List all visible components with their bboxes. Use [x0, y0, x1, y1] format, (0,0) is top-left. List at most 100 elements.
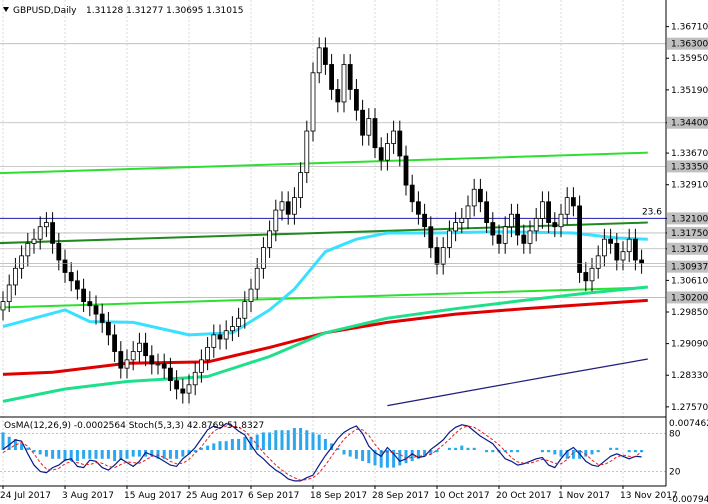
candle-body [205, 346, 211, 361]
price-level-label: 1.33350 [671, 162, 708, 172]
symbol-label: GBPUSD,Daily [13, 6, 77, 16]
candle-body [502, 226, 508, 244]
candle-body [75, 280, 80, 290]
time-tick-label: 28 Sep 2017 [372, 491, 429, 501]
candle-body [161, 363, 167, 369]
candle-body [81, 288, 86, 302]
candle-body [360, 109, 366, 136]
candle-body [378, 147, 384, 161]
candle-body [211, 334, 217, 348]
candle-body [477, 188, 483, 203]
candle-body [602, 238, 607, 257]
price-level-label: 1.36300 [671, 40, 708, 50]
candle-body [577, 205, 582, 273]
candle-body [37, 226, 43, 240]
ohlc-values: 1.31128 1.31277 1.30695 1.31015 [86, 6, 243, 16]
indicator-plot [0, 422, 666, 482]
candle-body [316, 47, 322, 74]
candle-body [130, 351, 136, 361]
candle-body [626, 238, 632, 253]
candle-body [595, 255, 601, 269]
price-level-box [667, 242, 708, 255]
candle-body [12, 267, 18, 286]
candle-body [310, 72, 316, 132]
candle-body [558, 213, 564, 228]
price-tick-label: 1.32910 [671, 181, 708, 191]
candle-body [93, 305, 99, 315]
price-tick-label: 1.36710 [671, 23, 708, 33]
candle-body [19, 255, 25, 269]
price-tick-label: 1.30610 [671, 276, 708, 286]
candle-body [403, 155, 409, 186]
candle-body [236, 317, 242, 327]
trend-line [0, 286, 648, 309]
time-tick-label: 25 Aug 2017 [186, 491, 244, 501]
candle-body [546, 201, 551, 223]
candle-body [508, 213, 514, 228]
candle-body [440, 247, 446, 265]
candle-body [540, 201, 545, 219]
candle-body [44, 222, 49, 228]
candle-body [118, 351, 124, 369]
price-tick-label: 1.35950 [671, 54, 708, 64]
candle-body [298, 172, 304, 198]
candle-body [347, 64, 353, 90]
time-tick-label: 3 Aug 2017 [62, 491, 114, 501]
candle-body [254, 267, 260, 290]
indicator-tick-label: 0.0074625 [669, 419, 708, 429]
candle-body [521, 234, 527, 244]
candle-body [143, 342, 149, 357]
candle-body [428, 226, 434, 248]
indicator-tick-label: 80 [669, 430, 681, 440]
indicator-title: OsMA(12,26,9) -0.0002564 Stoch(5,3,3) 42… [4, 421, 264, 431]
candle-body [68, 272, 74, 282]
price-tick-label: 1.27570 [671, 403, 708, 413]
indicator-tick-label: -0.0079488 [669, 495, 708, 504]
candle-body [31, 238, 37, 244]
candle-body [99, 313, 105, 323]
candle-body [471, 188, 477, 207]
candle-body [322, 47, 328, 65]
candle-body [167, 367, 173, 382]
candle-body [397, 130, 403, 157]
candle-body [106, 321, 111, 336]
candle-body [465, 205, 471, 219]
price-level-box [667, 160, 708, 173]
candle-body [0, 301, 6, 311]
candle-body [273, 209, 279, 232]
time-tick-label: 15 Aug 2017 [124, 491, 182, 501]
candle-body [149, 355, 155, 365]
dropdown-triangle-icon[interactable] [3, 7, 9, 12]
price-level-label: 1.30937 [671, 263, 708, 273]
candle-body [217, 334, 223, 340]
time-tick-label: 24 Jul 2017 [0, 491, 51, 501]
candle-body [112, 334, 117, 352]
candle-body [527, 230, 533, 244]
candle-body [124, 359, 130, 369]
price-tick-label: 1.33670 [671, 149, 708, 159]
price-tick-label: 1.29090 [671, 340, 708, 350]
candle-body [25, 242, 31, 257]
moving-average-line [2, 285, 648, 403]
indicator-tick-label: 20 [669, 467, 681, 477]
symbol-header: GBPUSD,Daily 1.31128 1.31277 1.30695 1.3… [3, 6, 243, 16]
candle-body [186, 384, 192, 394]
trend-line [0, 151, 648, 175]
candle-body [192, 371, 198, 386]
candle-body [285, 201, 291, 215]
price-level-label: 1.31370 [671, 245, 708, 255]
candle-body [484, 201, 490, 223]
candle-body [62, 259, 68, 273]
price-level-label: 1.31750 [671, 229, 708, 239]
time-tick-label: 6 Sep 2017 [248, 491, 299, 501]
candle-body [589, 267, 595, 282]
candle-body [56, 242, 62, 261]
candle-body [391, 130, 397, 144]
stoch-signal-line [2, 425, 642, 481]
time-tick-label: 20 Oct 2017 [496, 491, 552, 501]
candle-body [248, 288, 254, 302]
candle-body [180, 388, 186, 394]
candle-body [6, 284, 12, 302]
candle-body [366, 118, 372, 136]
